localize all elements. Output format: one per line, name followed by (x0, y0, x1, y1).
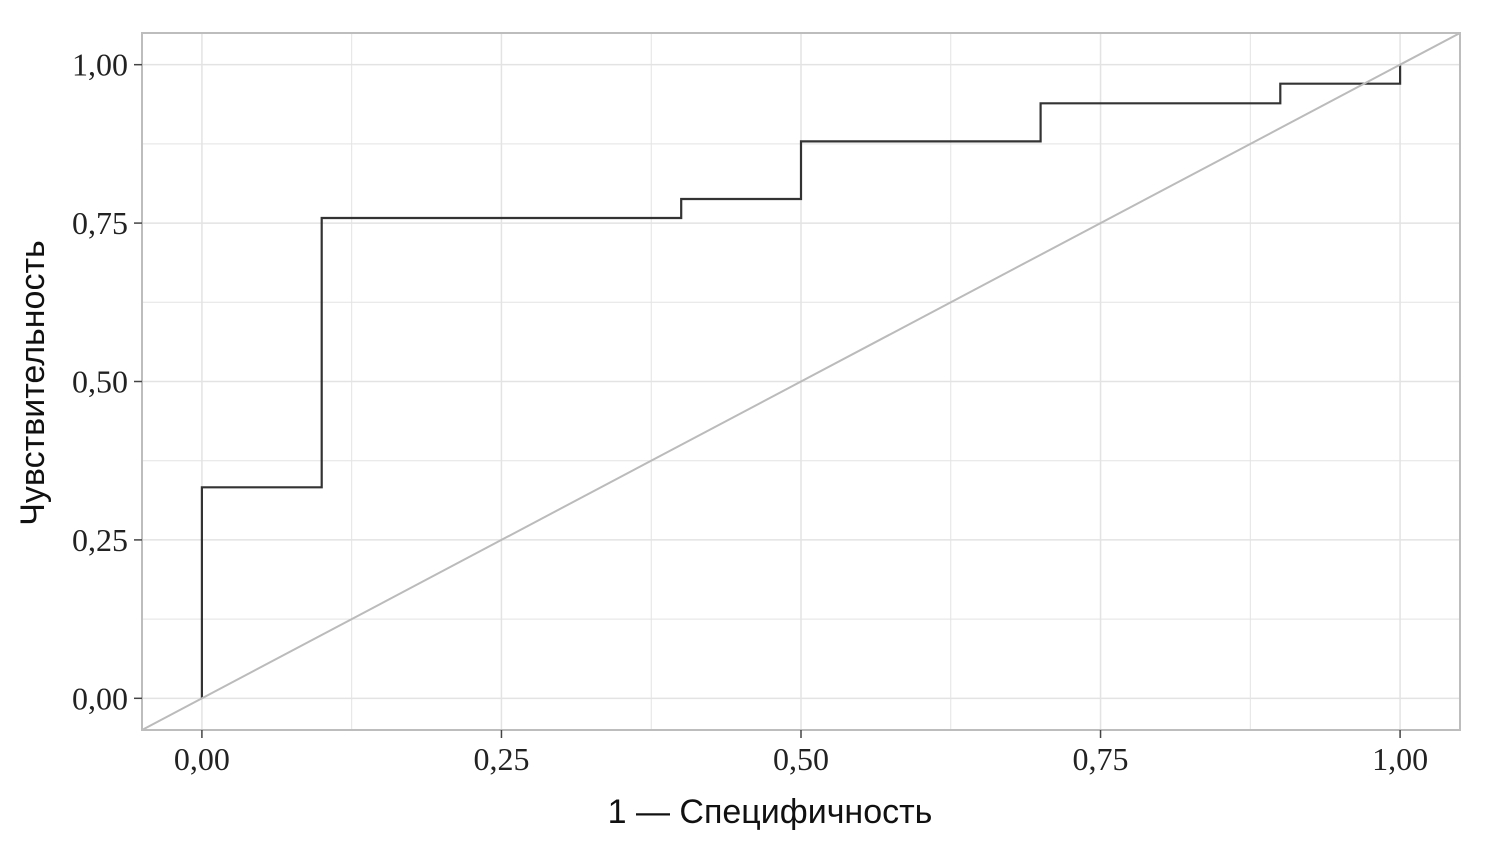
y-tick-label: 0,25 (72, 522, 128, 558)
y-tick-label: 0,75 (72, 205, 128, 241)
x-tick-label: 0,75 (1073, 741, 1129, 777)
y-tick-label: 1,00 (72, 47, 128, 83)
y-axis-title: Чувствительность (14, 240, 52, 525)
x-tick-label: 0,25 (473, 741, 529, 777)
series-layer (141, 32, 1461, 731)
x-tick-label: 0,00 (174, 741, 230, 777)
y-tick-label: 0,50 (72, 364, 128, 400)
roc-curve (200, 64, 1402, 699)
x-tick-label: 1,00 (1372, 741, 1428, 777)
x-axis-title: 1 — Специфичность (608, 793, 933, 831)
x-tick-label: 0,50 (773, 741, 829, 777)
tick-layer: 0,00 0,25 0,50 0,75 1,00 0,00 0,25 0,50 0,75 1,00 (72, 47, 1428, 777)
y-tick-label: 0,00 (72, 680, 128, 716)
reference-diagonal-line (141, 32, 1461, 731)
